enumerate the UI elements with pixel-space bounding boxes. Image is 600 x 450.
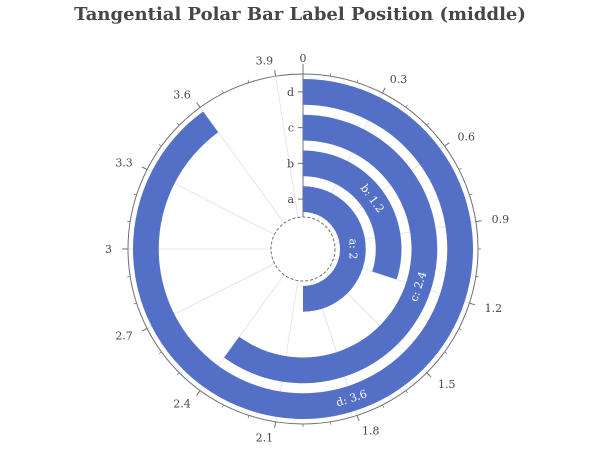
angle-minor-tick [247, 79, 250, 83]
angle-major-tick [356, 415, 360, 422]
angle-minor-tick [221, 404, 224, 408]
data-label-a: a: 2 [346, 239, 359, 260]
angle-minor-tick [405, 104, 408, 108]
angle-minor-tick [133, 302, 137, 305]
angle-tick-label: 0.3 [390, 73, 408, 86]
angle-major-tick [141, 166, 148, 170]
angle-tick-label: 0 [300, 52, 307, 65]
angle-tick-label: 2.1 [256, 432, 274, 445]
angle-minor-tick [176, 372, 180, 376]
angle-minor-tick [158, 144, 162, 147]
angle-major-tick [426, 372, 432, 378]
angle-tick-label: 1.8 [362, 425, 380, 438]
angle-major-tick [141, 328, 148, 332]
split-line [275, 76, 299, 218]
angle-tick-label: 0.6 [458, 131, 476, 144]
category-label-a: a [287, 193, 294, 206]
angle-tick-label: 0.9 [492, 213, 510, 226]
category-label-b: b [287, 157, 294, 170]
angle-minor-tick [382, 404, 385, 408]
angle-tick-label: 1.5 [438, 378, 456, 391]
angle-minor-tick [444, 351, 448, 354]
angle-major-tick [475, 220, 482, 223]
angle-tick-label: 2.4 [173, 398, 191, 411]
angle-tick-label: 1.2 [485, 302, 503, 315]
angle-minor-tick [221, 90, 224, 94]
bar-c[interactable] [224, 114, 438, 384]
angle-minor-tick [469, 193, 473, 196]
angle-major-tick [469, 302, 476, 306]
angle-major-tick [274, 421, 277, 428]
angle-tick-label: 3 [105, 243, 112, 256]
angle-minor-tick [356, 79, 359, 83]
angle-major-tick [196, 102, 201, 108]
bar-b[interactable] [303, 150, 402, 280]
chart-title: Tangential Polar Bar Label Position (mid… [74, 4, 526, 25]
angle-minor-tick [405, 390, 408, 394]
angle-major-tick [444, 142, 450, 147]
angle-minor-tick [426, 122, 430, 126]
angle-major-tick [382, 87, 386, 94]
category-label-c: c [288, 122, 294, 135]
angle-minor-tick [458, 328, 462, 331]
category-label-d: d [287, 86, 294, 99]
bar-a[interactable] [303, 186, 366, 312]
angle-minor-tick [458, 167, 462, 170]
angle-minor-tick [176, 122, 180, 126]
angle-minor-tick [247, 415, 250, 419]
angle-minor-tick [158, 351, 162, 354]
angle-tick-label: 2.7 [115, 330, 133, 343]
angle-tick-label: 3.6 [173, 88, 191, 101]
angle-tick-label: 3.3 [115, 156, 133, 169]
radius-axis-inner-circle [270, 216, 336, 282]
angle-major-tick [196, 390, 201, 396]
angle-minor-tick [133, 193, 137, 196]
angle-major-tick [274, 70, 277, 77]
angle-tick-label: 3.9 [256, 54, 274, 67]
